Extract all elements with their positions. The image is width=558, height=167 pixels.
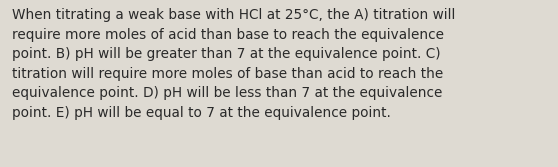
Text: When titrating a weak base with HCl at 25°C, the A) titration will
require more : When titrating a weak base with HCl at 2… bbox=[12, 8, 456, 120]
